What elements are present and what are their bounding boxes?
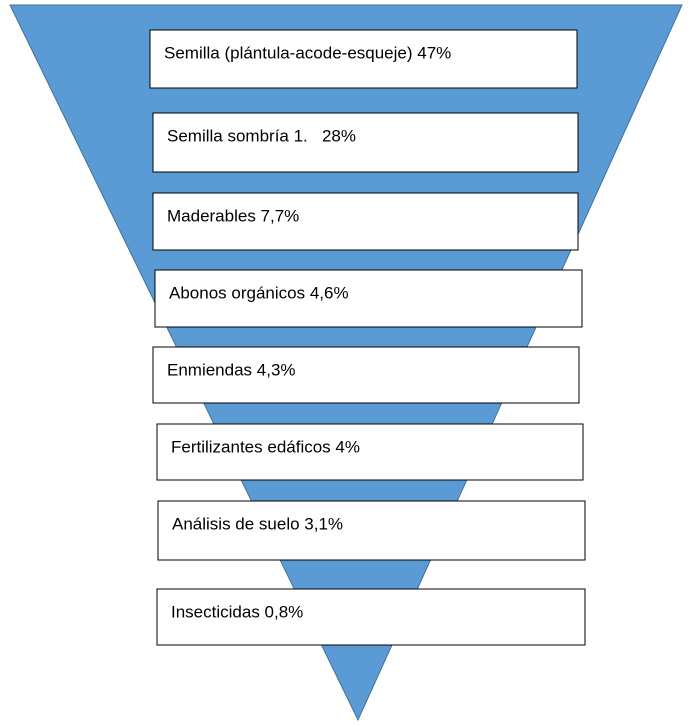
- label-box: [154, 269, 583, 328]
- label-box: [149, 29, 578, 89]
- box-label: Enmiendas 4,3%: [167, 360, 296, 379]
- label-box: [156, 588, 586, 646]
- label-box: [152, 346, 580, 404]
- label-box: [152, 112, 579, 173]
- label-box: [157, 500, 586, 561]
- box-label: Semilla (plántula-acode-esqueje) 47%: [164, 43, 451, 62]
- label-box: [152, 192, 579, 251]
- label-box: [156, 423, 584, 481]
- box-label: Abonos orgánicos 4,6%: [169, 283, 349, 302]
- box-label: Análisis de suelo 3,1%: [172, 514, 343, 533]
- box-label: Semilla sombría 1. 28%: [167, 126, 356, 145]
- box-label: Maderables 7,7%: [167, 206, 299, 225]
- boxes: Semilla (plántula-acode-esqueje) 47% Semi…: [149, 29, 586, 646]
- box-label: Insecticidas 0,8%: [171, 602, 303, 621]
- box-label: Fertilizantes edáficos 4%: [171, 437, 360, 456]
